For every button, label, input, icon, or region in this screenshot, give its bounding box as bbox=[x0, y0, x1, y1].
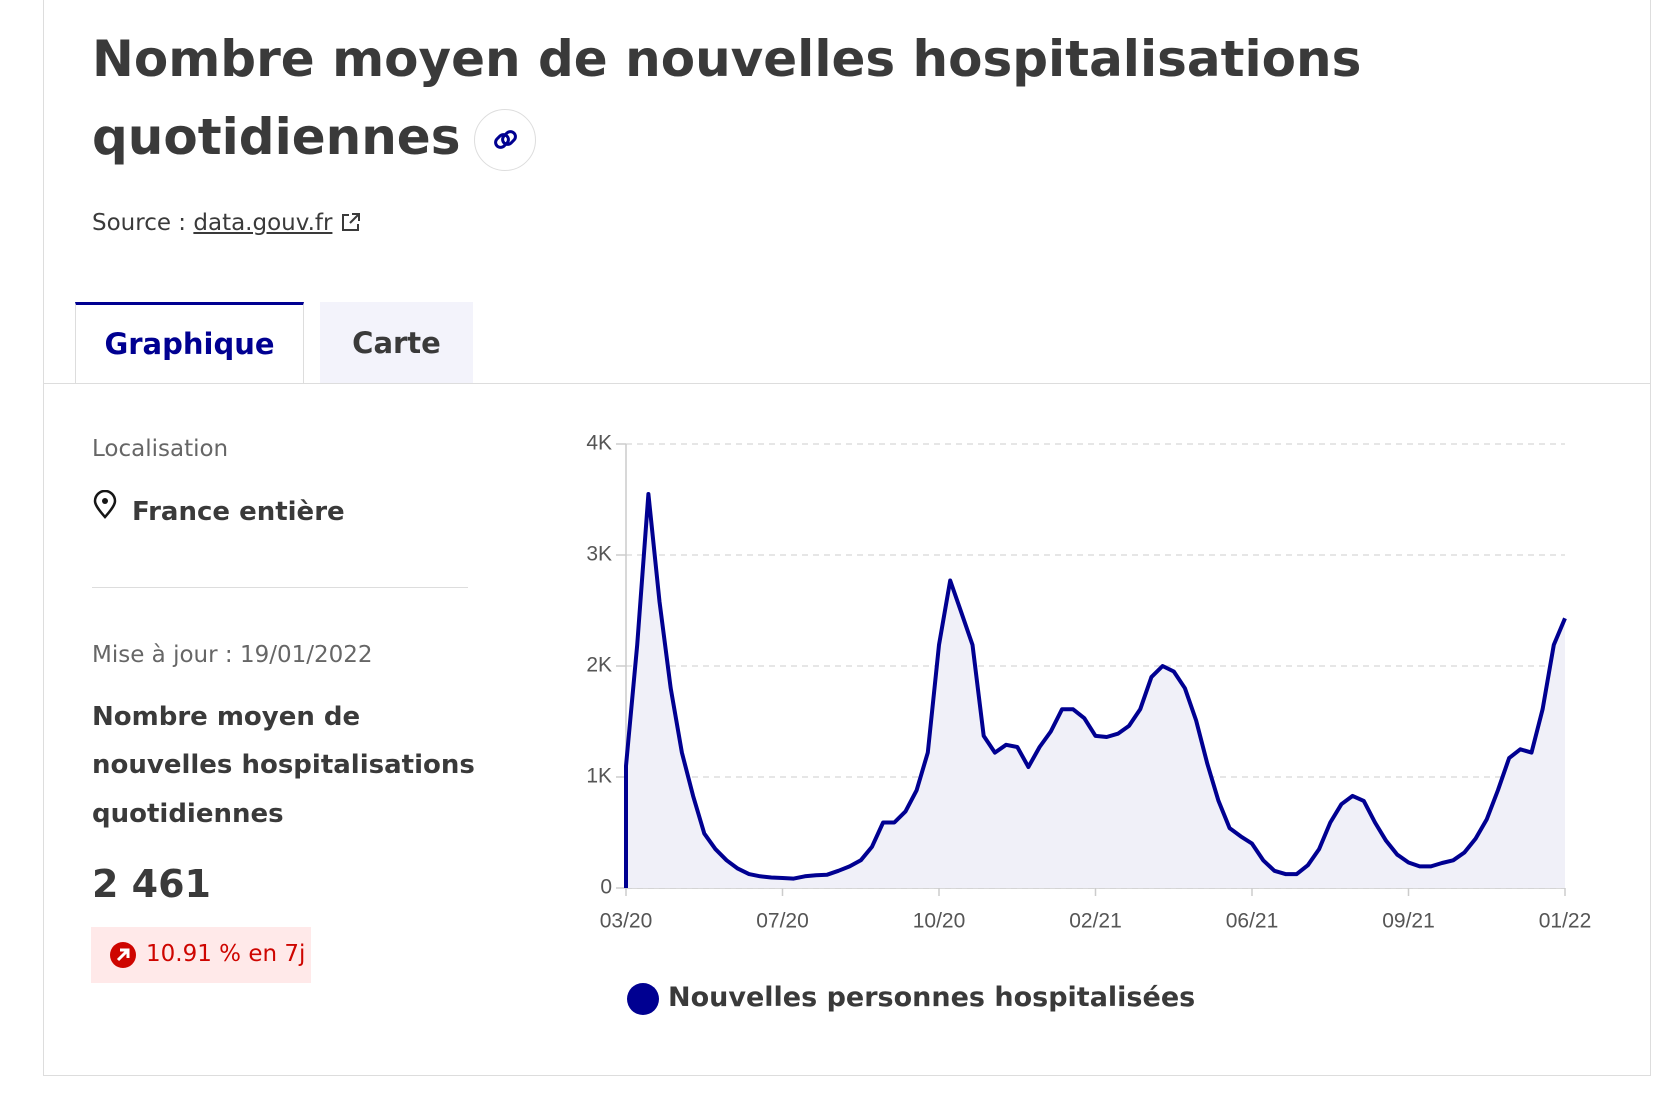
x-tick-label: 02/21 bbox=[1069, 910, 1122, 933]
indicator-title: Nombre moyen de bbox=[92, 702, 361, 732]
x-tick-label: 07/20 bbox=[756, 910, 809, 933]
location: France entière bbox=[132, 497, 345, 527]
legend-swatch bbox=[627, 983, 659, 1015]
x-tick-label: 01/22 bbox=[1539, 910, 1592, 933]
x-tick-label: 10/20 bbox=[913, 910, 966, 933]
title: quotidiennes bbox=[92, 108, 461, 166]
y-tick-label: 0 bbox=[600, 876, 612, 899]
change-text: 10.91 % en 7j bbox=[146, 941, 306, 967]
indicator-value: 2 461 bbox=[92, 862, 211, 906]
change-badge: 10.91 % en 7j bbox=[91, 927, 311, 983]
title: Nombre moyen de nouvelles hospitalisatio… bbox=[92, 30, 1362, 88]
updated: Mise à jour : 19/01/2022 bbox=[92, 642, 373, 668]
external-icon bbox=[341, 213, 360, 231]
separator bbox=[92, 587, 468, 588]
y-tick-label: 3K bbox=[586, 543, 612, 566]
x-tick-label: 06/21 bbox=[1226, 910, 1279, 933]
legend-label: Nouvelles personnes hospitalisées bbox=[668, 982, 1196, 1013]
link-button[interactable] bbox=[474, 109, 536, 171]
area bbox=[626, 494, 1565, 888]
indicator-title: nouvelles hospitalisations bbox=[92, 750, 475, 780]
y-tick-label: 1K bbox=[586, 765, 612, 788]
source-link[interactable]: data.gouv.fr bbox=[193, 210, 333, 236]
pin-icon bbox=[93, 490, 117, 519]
location-label: Localisation bbox=[92, 436, 229, 462]
x-tick-label: 03/20 bbox=[600, 910, 653, 933]
indicator-title: quotidiennes bbox=[92, 799, 284, 829]
tab[interactable]: Carte bbox=[320, 302, 473, 383]
link-icon bbox=[494, 130, 517, 149]
x-tick-label: 09/21 bbox=[1382, 910, 1435, 933]
y-tick-label: 4K bbox=[586, 432, 612, 455]
tab-active[interactable]: Graphique bbox=[75, 302, 304, 383]
up-arrow-icon bbox=[110, 942, 136, 968]
line bbox=[624, 492, 1567, 888]
source: Source : data.gouv.fr bbox=[92, 210, 362, 236]
legend-swatch-box bbox=[627, 983, 659, 1015]
source-label: Source : bbox=[92, 210, 187, 236]
card bbox=[43, 0, 1651, 1076]
tab-divider bbox=[43, 383, 1651, 384]
y-tick-label: 2K bbox=[586, 654, 612, 677]
